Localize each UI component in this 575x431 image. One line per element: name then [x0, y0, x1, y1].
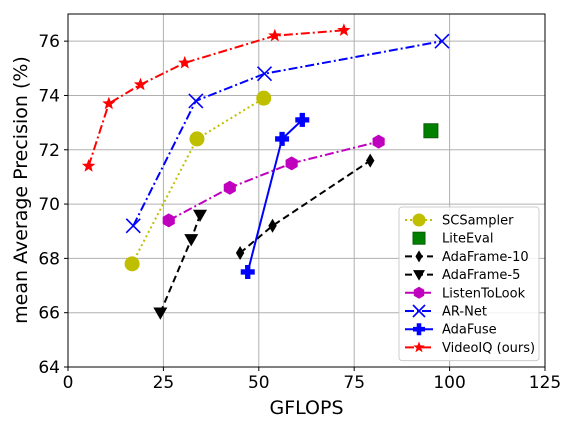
legend-marker — [413, 286, 425, 299]
series-ar-net — [125, 33, 450, 234]
data-point — [268, 218, 277, 233]
legend-box — [398, 206, 540, 362]
data-point — [81, 159, 96, 172]
series-line — [87, 29, 344, 167]
data-point — [133, 77, 148, 91]
data-point — [268, 28, 282, 42]
y-tick-label: 68 — [38, 249, 60, 269]
legend: SCSampler LiteEval AdaFrame-10 AdaFrame-5 Li… — [398, 206, 540, 362]
legend-marker — [412, 304, 426, 318]
series-adaframe-10 — [235, 153, 375, 260]
data-point — [184, 234, 199, 247]
x-tick-label: 75 — [343, 373, 365, 393]
plot-frame — [67, 13, 546, 368]
legend-label: ListenToLook — [442, 286, 526, 301]
data-point — [366, 153, 375, 168]
data-point — [256, 90, 272, 106]
data-point — [124, 256, 140, 272]
series-line — [168, 140, 379, 222]
legend-item: VideoIQ (ours) — [405, 341, 535, 356]
y-tick-label: 76 — [38, 32, 60, 52]
y-tick-label: 70 — [38, 195, 60, 215]
x-tick-label: 100 — [433, 373, 465, 393]
x-tick-label: 0 — [63, 373, 74, 393]
y-tick-label: 74 — [38, 86, 60, 106]
data-point — [285, 156, 298, 171]
data-point — [189, 131, 205, 147]
series-liteeval — [423, 123, 439, 139]
legend-marker — [412, 231, 426, 245]
data-point — [240, 264, 255, 279]
legend-item: LiteEval — [412, 231, 493, 247]
x-tick-label: 50 — [248, 373, 270, 393]
data-point — [178, 55, 192, 69]
legend-label: AdaFrame-10 — [442, 250, 529, 265]
data-point — [434, 33, 450, 49]
legend-marker — [413, 341, 425, 353]
x-tick-label: 125 — [529, 373, 561, 393]
series-videoiq-ours — [81, 23, 351, 172]
series-listentolook — [162, 134, 385, 228]
legend-item: AR-Net — [405, 304, 487, 320]
data-point — [188, 93, 204, 109]
series-line — [132, 40, 443, 227]
legend-label: VideoIQ (ours) — [442, 341, 535, 356]
legend-item: AdaFrame-10 — [405, 250, 529, 265]
series-line — [239, 159, 371, 254]
data-point — [337, 23, 351, 36]
data-point — [372, 134, 385, 149]
y-tick-label: 66 — [38, 304, 60, 324]
data-point — [223, 180, 236, 195]
x-tick-label: 25 — [153, 373, 175, 393]
legend-item: AdaFrame-5 — [405, 268, 520, 283]
series-adaframe-5 — [153, 209, 208, 320]
series-scsampler — [124, 90, 272, 272]
data-point — [153, 307, 168, 320]
legend-item: ListenToLook — [405, 286, 526, 301]
legend-label: SCSampler — [442, 214, 514, 229]
series-line — [246, 119, 303, 273]
data-point — [295, 112, 310, 127]
ticks: 0 25 50 75 100 125 64 66 68 70 72 74 76 — [38, 32, 561, 393]
legend-marker — [413, 323, 425, 336]
data-point — [235, 245, 245, 260]
y-axis-label: mean Average Precision (%) — [10, 56, 32, 324]
data-point — [162, 213, 175, 228]
y-tick-label: 72 — [38, 141, 60, 161]
legend-label: LiteEval — [442, 232, 493, 247]
series-adafuse — [240, 112, 310, 279]
data-point — [125, 218, 141, 234]
legend-marker — [412, 213, 426, 227]
data-point — [423, 123, 439, 139]
legend-marker — [413, 270, 425, 281]
data-point — [102, 96, 116, 110]
legend-label: AdaFuse — [442, 323, 497, 338]
y-tick-label: 64 — [38, 358, 60, 378]
series-line — [159, 214, 201, 314]
x-axis-label: GFLOPS — [269, 397, 343, 419]
data-point — [275, 131, 290, 146]
series-line — [131, 97, 265, 265]
legend-item: SCSampler — [405, 213, 514, 229]
data-point — [193, 209, 208, 222]
legend-label: AdaFrame-5 — [442, 268, 520, 283]
series-layer — [81, 23, 450, 320]
legend-marker — [415, 250, 423, 263]
legend-item: AdaFuse — [405, 323, 497, 338]
legend-label: AR-Net — [442, 305, 487, 320]
data-point — [256, 66, 273, 82]
